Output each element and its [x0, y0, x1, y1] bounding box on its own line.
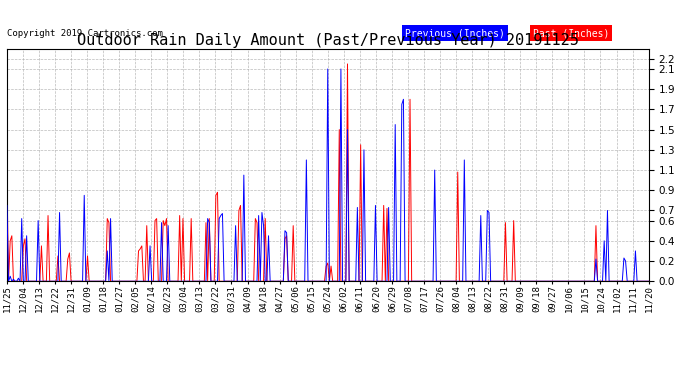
Text: Past (Inches): Past (Inches) — [533, 28, 609, 38]
Text: Previous (Inches): Previous (Inches) — [405, 28, 504, 38]
Title: Outdoor Rain Daily Amount (Past/Previous Year) 20191125: Outdoor Rain Daily Amount (Past/Previous… — [77, 33, 579, 48]
Text: Copyright 2019 Cartronics.com: Copyright 2019 Cartronics.com — [7, 29, 163, 38]
